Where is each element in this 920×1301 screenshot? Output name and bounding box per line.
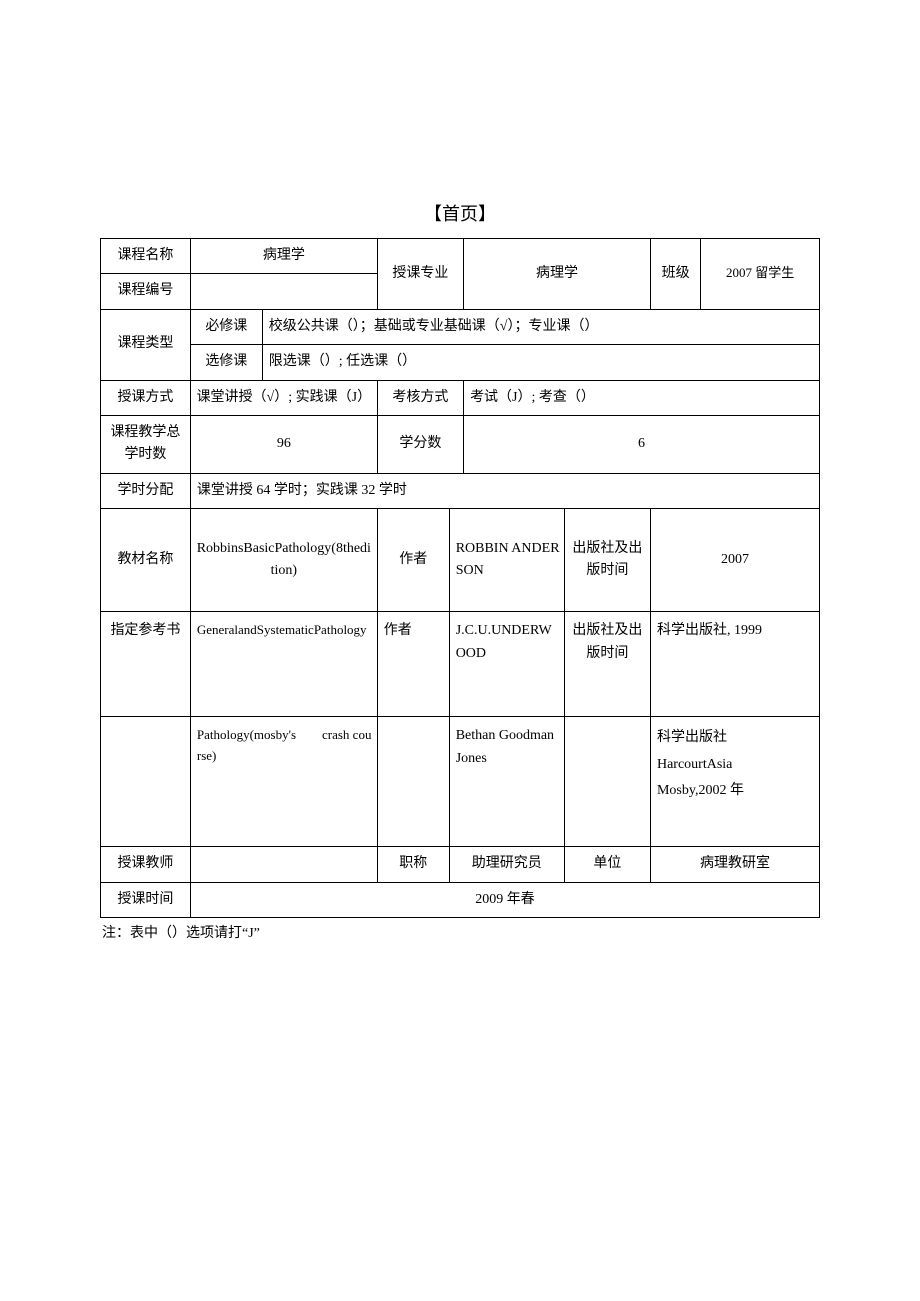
value-pub-2: 科学出版社, 1999 bbox=[650, 612, 819, 717]
value-course-name: 病理学 bbox=[190, 239, 377, 274]
label-course-type: 课程类型 bbox=[101, 309, 191, 380]
value-credits: 6 bbox=[464, 415, 820, 473]
label-textbook: 教材名称 bbox=[101, 509, 191, 612]
label-author-3 bbox=[377, 717, 449, 847]
value-total-hours: 96 bbox=[190, 415, 377, 473]
label-credits: 学分数 bbox=[377, 415, 463, 473]
label-pub-3 bbox=[564, 717, 650, 847]
footnote: 注：表中（）选项请打“J” bbox=[100, 922, 820, 942]
label-hours-dist: 学时分配 bbox=[101, 473, 191, 508]
label-required: 必修课 bbox=[190, 309, 262, 344]
value-teach-time: 2009 年春 bbox=[190, 882, 819, 917]
label-class: 班级 bbox=[650, 239, 700, 310]
label-major: 授课专业 bbox=[377, 239, 463, 310]
value-hours-dist: 课堂讲授 64 学时；实践课 32 学时 bbox=[190, 473, 819, 508]
label-pub-2: 出版社及出版时间 bbox=[564, 612, 650, 717]
label-teacher: 授课教师 bbox=[101, 847, 191, 882]
label-reference: 指定参考书 bbox=[101, 612, 191, 717]
page-title: 【首页】 bbox=[100, 200, 820, 226]
label-job-title: 职称 bbox=[377, 847, 449, 882]
pub3-line2: HarcourtAsia bbox=[657, 757, 732, 772]
label-author-1: 作者 bbox=[377, 509, 449, 612]
value-optional-options: 限选课（）; 任选课（） bbox=[262, 345, 819, 380]
label-course-name: 课程名称 bbox=[101, 239, 191, 274]
pub3-line3: Mosby,2002 年 bbox=[657, 783, 744, 798]
value-course-no bbox=[190, 274, 377, 309]
value-author-3: Bethan Goodman Jones bbox=[449, 717, 564, 847]
value-pub-3: 科学出版社 HarcourtAsia Mosby,2002 年 bbox=[650, 717, 819, 847]
label-total-hours: 课程教学总学时数 bbox=[101, 415, 191, 473]
value-author-1: ROBBIN ANDERSON bbox=[449, 509, 564, 612]
pub3-line1: 科学出版社 bbox=[657, 730, 727, 745]
label-author-2: 作者 bbox=[377, 612, 449, 717]
value-pub-1: 2007 bbox=[650, 509, 819, 612]
value-unit: 病理教研室 bbox=[650, 847, 819, 882]
value-textbook: RobbinsBasicPathology(8thedition) bbox=[190, 509, 377, 612]
label-teach-mode: 授课方式 bbox=[101, 380, 191, 415]
label-pub-1: 出版社及出版时间 bbox=[564, 509, 650, 612]
value-teach-mode: 课堂讲授（√）; 实践课（J） bbox=[190, 380, 377, 415]
course-info-table: 课程名称 病理学 授课专业 病理学 班级 2007 留学生 课程编号 课程类型 … bbox=[100, 238, 820, 918]
label-unit: 单位 bbox=[564, 847, 650, 882]
value-exam-mode: 考试（J）; 考查（） bbox=[464, 380, 820, 415]
value-major: 病理学 bbox=[464, 239, 651, 310]
label-reference-2 bbox=[101, 717, 191, 847]
value-ref2: Pathology(mosby's crash course) bbox=[190, 717, 377, 847]
value-teacher bbox=[190, 847, 377, 882]
value-class: 2007 留学生 bbox=[701, 239, 820, 310]
value-required-options: 校级公共课（）；基础或专业基础课（√）；专业课（） bbox=[262, 309, 819, 344]
label-exam-mode: 考核方式 bbox=[377, 380, 463, 415]
label-teach-time: 授课时间 bbox=[101, 882, 191, 917]
label-optional: 选修课 bbox=[190, 345, 262, 380]
value-author-2: J.C.U.UNDERWOOD bbox=[449, 612, 564, 717]
label-course-no: 课程编号 bbox=[101, 274, 191, 309]
value-ref1: GeneralandSystematicPathology bbox=[190, 612, 377, 717]
value-job-title: 助理研究员 bbox=[449, 847, 564, 882]
